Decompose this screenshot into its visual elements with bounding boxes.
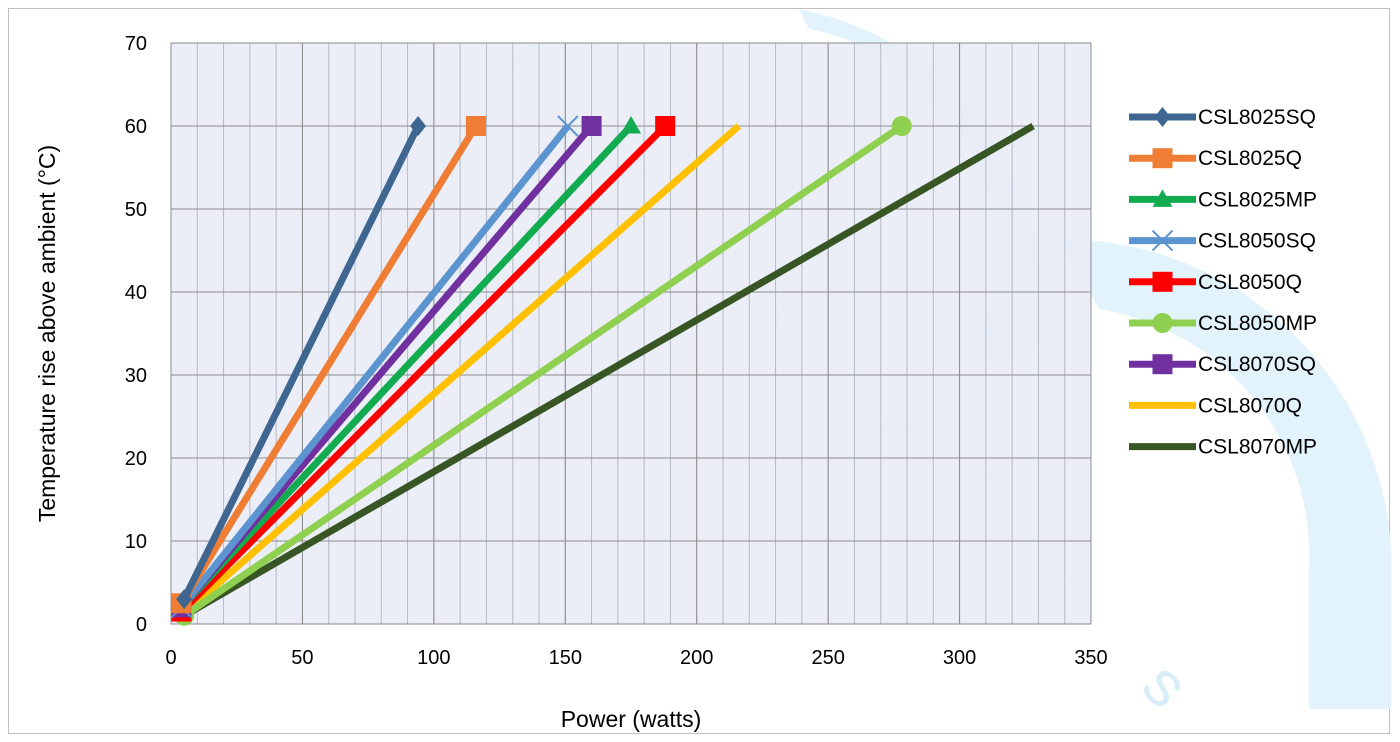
series-line [178,123,571,610]
series-CSL8070Q [179,123,742,619]
legend-label: CSL8070Q [1198,394,1302,417]
triangle-marker [621,116,641,134]
y-tick-label: 70 [125,33,147,55]
legend-label: CSL8050Q [1198,271,1302,294]
x-marker-stroke [557,115,579,137]
series-line [181,124,422,601]
watermark-letter: s [1129,648,1203,722]
x-axis-title: Power (watts) [561,706,702,732]
y-axis-ticks: 0 10 20 30 40 50 60 70 [125,33,147,636]
y-axis-title: Temperature rise above ambient (°C) [34,145,60,522]
y-tick-label: 40 [125,282,147,304]
square-marker [581,116,602,136]
legend-label: CSL8070SQ [1198,353,1316,376]
series-line [182,123,904,619]
legend-label: CSL8025SQ [1198,106,1316,129]
series-line [182,122,1035,619]
series-line [178,123,634,610]
circle-marker [1152,313,1173,333]
legend-label: CSL8025MP [1198,188,1317,211]
y-tick-label: 0 [136,614,147,636]
legend-item: CSL8025MP [1129,188,1317,211]
x-tick-label: 150 [549,647,582,669]
x-tick-label: 350 [1074,647,1107,669]
legend-item: CSL8050Q [1129,271,1302,294]
x-tick-label: 100 [417,647,450,669]
square-marker [1152,354,1173,375]
legend: CSL8025SQ CSL8025Q CSL8025MP CSL8050SQ CSL80… [1129,106,1317,459]
series-line [178,124,479,606]
x-tick-label: 0 [165,647,176,669]
series-line [179,123,668,615]
square-marker [1152,271,1173,292]
circle-marker [891,116,912,136]
triangle-marker [1152,189,1173,207]
x-marker-stroke [1151,229,1174,252]
x-tick-label: 250 [811,647,844,669]
legend-label: CSL8050MP [1198,312,1317,335]
diamond-marker [176,589,193,610]
y-tick-label: 10 [125,531,147,553]
square-marker [465,116,486,136]
series-CSL8025SQ [176,116,427,610]
legend-item: CSL8070MP [1129,436,1317,459]
watermark-arc [1059,238,1391,709]
x-marker [557,115,579,137]
series-CSL8070MP [182,122,1035,619]
y-tick-label: 20 [125,448,147,470]
y-tick-label: 30 [125,365,147,387]
legend-item: CSL8070SQ [1129,353,1316,376]
x-tick-label: 300 [943,647,976,669]
x-tick-label: 200 [680,647,713,669]
plot-area [170,42,1092,625]
x-tick-label: 50 [291,647,313,669]
diamond-marker [410,116,427,136]
y-tick-label: 50 [125,199,147,221]
square-marker [655,116,676,136]
series-line [179,123,742,619]
legend-item: CSL8025SQ [1129,106,1316,129]
series-layer [170,115,1035,626]
diamond-marker [1154,107,1171,127]
x-marker [1151,229,1174,252]
x-axis-ticks: 0 50 100 150 200 250 300 350 [165,647,1107,669]
legend-label: CSL8070MP [1198,436,1317,459]
legend-item: CSL8025Q [1129,147,1302,170]
legend-label: CSL8050SQ [1198,230,1316,253]
legend-label: CSL8025Q [1198,147,1302,170]
square-marker [1152,148,1173,169]
legend-item: CSL8050SQ [1129,230,1316,253]
legend-item: CSL8070Q [1129,394,1302,417]
legend-item: CSL8050MP [1129,312,1317,335]
y-tick-label: 60 [125,116,147,138]
